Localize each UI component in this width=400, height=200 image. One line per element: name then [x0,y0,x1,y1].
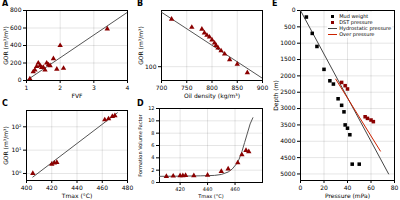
svg-text:6: 6 [151,142,154,148]
svg-text:850: 850 [232,84,244,91]
html-text:D: D [137,99,144,108]
svg-text:600: 600 [10,24,22,31]
svg-text:500: 500 [284,23,296,30]
svg-text:12: 12 [148,105,154,111]
svg-text:10²: 10² [11,123,22,130]
svg-text:200: 200 [10,59,22,66]
svg-text:10⁰: 10⁰ [11,169,22,176]
svg-text:3000: 3000 [280,104,295,111]
html-text:E: E [272,0,278,8]
svg-text:4500: 4500 [280,154,295,161]
html-text:Over pressure: Over pressure [339,31,375,37]
svg-text:1500: 1500 [280,55,295,62]
svg-text:2: 2 [58,84,62,91]
html-text:B: B [137,0,144,8]
svg-text:440: 440 [203,186,213,192]
svg-text:0: 0 [18,76,22,83]
svg-text:GOR (m³/m³): GOR (m³/m³) [137,26,144,65]
svg-text:460: 460 [97,184,109,191]
svg-text:5000: 5000 [280,170,295,177]
svg-text:Depth (m): Depth (m) [272,80,280,111]
svg-text:480: 480 [122,184,134,191]
svg-text:Tmax (°C): Tmax (°C) [197,193,223,199]
svg-text:80: 80 [391,184,399,191]
svg-text:0: 0 [151,179,154,185]
svg-text:2: 2 [151,167,154,173]
svg-text:4000: 4000 [280,137,295,144]
svg-text:Tmax (°C): Tmax (°C) [61,192,93,199]
svg-text:100: 100 [145,63,157,70]
svg-text:Formation Volume Factor: Formation Volume Factor [137,113,143,176]
svg-text:700: 700 [156,84,168,91]
svg-text:0: 0 [299,184,303,191]
svg-text:400: 400 [10,41,22,48]
svg-text:10: 10 [148,117,154,123]
svg-text:800: 800 [206,84,218,91]
svg-text:800: 800 [10,6,22,13]
html-text:Hydrostatic pressure: Hydrostatic pressure [339,25,391,31]
svg-text:2500: 2500 [280,88,295,95]
svg-text:4: 4 [151,154,154,160]
svg-text:4: 4 [126,84,130,91]
svg-text:2000: 2000 [280,72,295,79]
svg-text:3: 3 [92,84,96,91]
svg-text:Pressure (mPa): Pressure (mPa) [325,192,370,199]
svg-text:3500: 3500 [280,121,295,128]
html-text:A: A [2,0,9,8]
svg-text:1000: 1000 [280,39,295,46]
html-text:C: C [2,99,8,108]
svg-text:Oil density (kg/m³): Oil density (kg/m³) [184,92,240,100]
svg-text:900: 900 [257,84,269,91]
svg-text:460: 460 [230,186,240,192]
html-text:Mud weight: Mud weight [339,13,369,19]
svg-text:FVF: FVF [71,92,83,99]
svg-text:1: 1 [25,84,29,91]
html-text:DST pressure: DST pressure [339,19,373,25]
svg-text:440: 440 [71,184,83,191]
svg-text:750: 750 [181,84,193,91]
svg-text:8: 8 [151,130,154,136]
svg-text:60: 60 [367,184,375,191]
svg-text:0: 0 [292,6,296,13]
svg-text:400: 400 [21,184,33,191]
svg-text:420: 420 [46,184,58,191]
svg-text:20: 20 [320,184,328,191]
svg-text:GOR (m³/m³): GOR (m³/m³) [2,126,9,165]
svg-text:40: 40 [344,184,352,191]
svg-text:420: 420 [175,186,185,192]
svg-text:GOR (m³/m³): GOR (m³/m³) [2,26,9,65]
svg-text:10¹: 10¹ [11,146,22,153]
